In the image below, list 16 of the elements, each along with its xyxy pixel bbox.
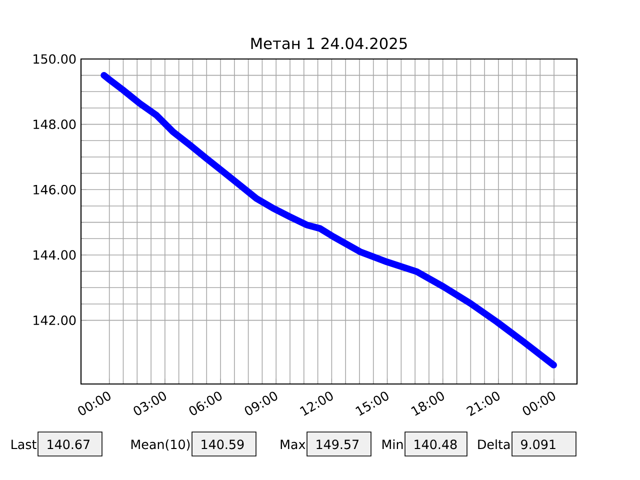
y-tick-label: 144.00 — [34, 250, 76, 260]
text: 140.59 — [202, 440, 244, 450]
text: 9.091 — [521, 440, 556, 450]
text: Mean(10) — [131, 439, 190, 451]
y-tick-label: 142.00 — [34, 316, 76, 326]
text: 149.57 — [316, 440, 359, 450]
text: Max — [280, 440, 306, 450]
text: 140.67 — [48, 440, 90, 450]
text: Last — [12, 440, 36, 450]
y-tick-label: 148.00 — [34, 120, 76, 130]
text: Delta — [478, 439, 510, 450]
y-tick-label: 150.00 — [34, 54, 76, 64]
text: Min — [382, 439, 403, 449]
chart-title: Метан 1 24.04.2025 — [251, 38, 407, 50]
text: 140.48 — [414, 440, 457, 450]
y-tick-label: 146.00 — [34, 184, 76, 194]
